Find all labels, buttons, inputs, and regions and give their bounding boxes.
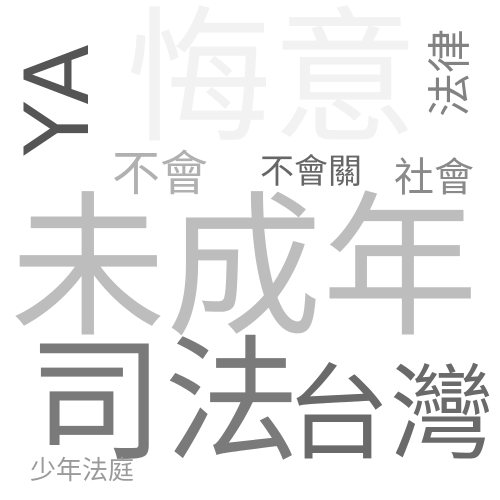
word-shehui: 社會 xyxy=(394,155,474,201)
word-shaonianfating: 少年法庭 xyxy=(30,456,135,486)
word-weichengnian: 未成年 xyxy=(10,177,478,359)
word-taiwan: 台灣 xyxy=(286,353,495,475)
word-buhuiguan: 不會關 xyxy=(260,152,362,192)
word-huiyi: 悔意 xyxy=(126,0,418,164)
word-buhui: 不會 xyxy=(112,146,209,202)
word-ya: YA xyxy=(6,40,109,156)
word-falv: 法律 xyxy=(425,29,476,117)
word-sifa: 司法 xyxy=(28,324,300,482)
